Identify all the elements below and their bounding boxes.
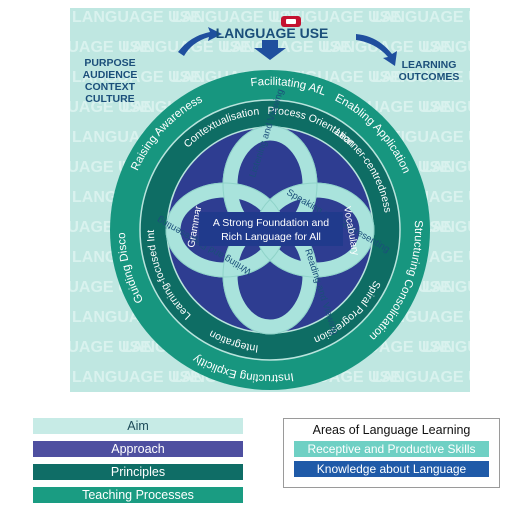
right-line-2: OUTCOMES xyxy=(399,71,460,83)
watermark-word: LANGUAGE USE xyxy=(172,9,301,26)
left-context-block: PURPOSE AUDIENCE CONTEXT CULTURE xyxy=(83,57,138,105)
watermark-word: LANGUAGE USE xyxy=(422,279,529,296)
watermark-word: LANGUAGE USE xyxy=(72,9,201,26)
watermark-word: LANGUAGE USE xyxy=(22,39,151,56)
legend-areas: Areas of Language Learning Receptive and… xyxy=(283,418,500,488)
legend-teaching-processes: Teaching Processes xyxy=(33,487,243,503)
watermark-word: LANGUAGE USE xyxy=(422,339,529,356)
watermark-word: LANGUAGE USE xyxy=(22,99,151,116)
center-box xyxy=(199,212,343,246)
watermark-word: LANGUAGE USE xyxy=(22,339,151,356)
right-outcomes-block: LEARNING OUTCOMES xyxy=(399,59,460,83)
top-title: LANGUAGE USE xyxy=(216,25,329,41)
watermark-word: LANGUAGE USE xyxy=(372,9,501,26)
center-line-1: A Strong Foundation and xyxy=(213,217,329,229)
top-arrows xyxy=(178,27,397,66)
center-line-2: Rich Language for All xyxy=(221,231,321,243)
watermark-word: LANGUAGE USE xyxy=(372,369,501,386)
right-line-1: LEARNING xyxy=(402,59,457,71)
watermark-word: LANGUAGE USE xyxy=(72,69,201,86)
left-line-2: AUDIENCE xyxy=(83,69,138,81)
watermark-word: LANGUAGE USE xyxy=(422,39,529,56)
left-line-3: CONTEXT xyxy=(85,81,136,93)
legend-levels: Aim Approach Principles Teaching Process… xyxy=(33,418,243,510)
legend-aim: Aim xyxy=(33,418,243,434)
watermark-word: LANGUAGE USE xyxy=(422,159,529,176)
watermark-word: LANGUAGE USE xyxy=(272,9,401,26)
legend-approach: Approach xyxy=(33,441,243,457)
watermark-word: LANGUAGE USE xyxy=(422,219,529,236)
watermark-word: LANGUAGE USE xyxy=(322,39,451,56)
legend-receptive-skills: Receptive and Productive Skills xyxy=(294,441,489,457)
legend-knowledge-about-language: Knowledge about Language xyxy=(294,461,489,477)
watermark-word: LANGUAGE USE xyxy=(222,39,351,56)
left-line-1: PURPOSE xyxy=(84,57,135,69)
watermark-word: LANGUAGE USE xyxy=(422,99,529,116)
legend-areas-title: Areas of Language Learning xyxy=(312,423,471,437)
left-line-4: CULTURE xyxy=(85,93,134,105)
watermark-word: LANGUAGE USE xyxy=(72,369,201,386)
legend-principles: Principles xyxy=(33,464,243,480)
watermark-word: LANGUAGE USE xyxy=(372,69,501,86)
